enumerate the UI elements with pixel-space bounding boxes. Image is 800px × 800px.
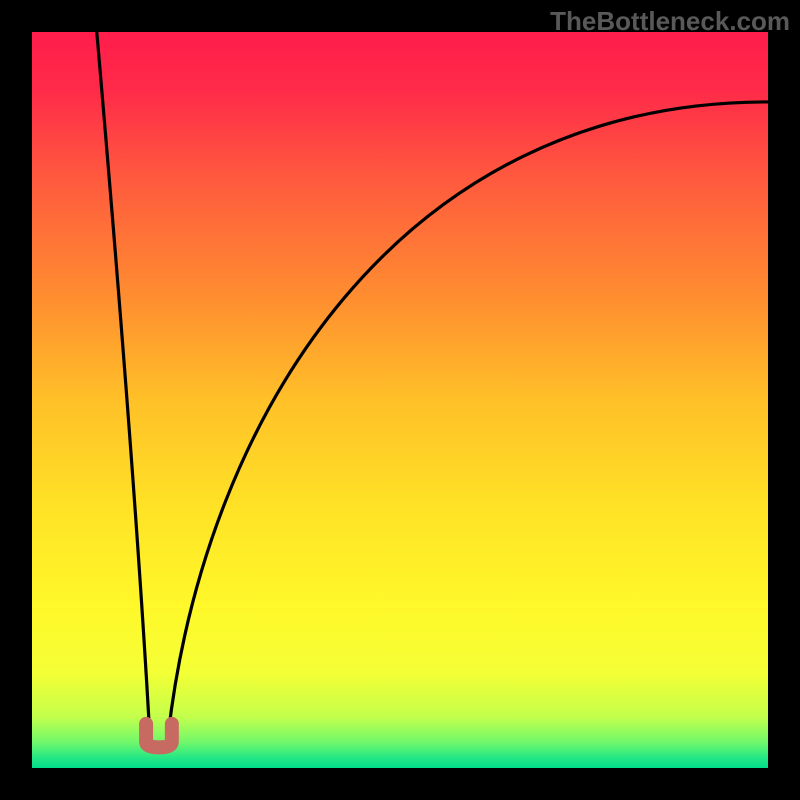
gradient-background	[32, 32, 768, 768]
plot-svg	[32, 32, 768, 768]
plot-area	[32, 32, 768, 768]
chart-canvas: TheBottleneck.com	[0, 0, 800, 800]
watermark-text: TheBottleneck.com	[550, 6, 790, 37]
